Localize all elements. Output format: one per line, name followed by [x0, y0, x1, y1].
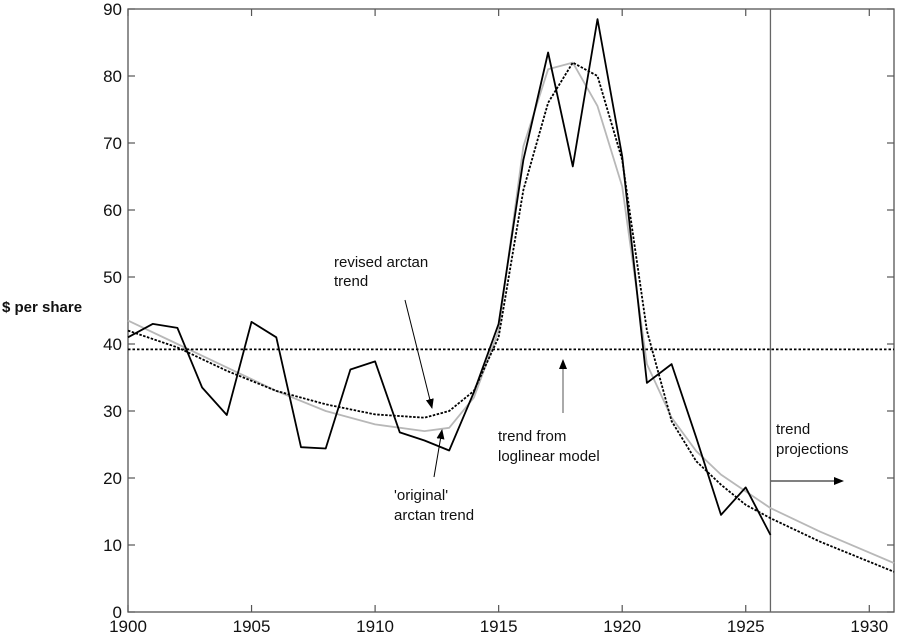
y-tick-label: 60 [103, 201, 122, 220]
y-tick-label: 20 [103, 469, 122, 488]
arrow-original-icon [433, 429, 445, 478]
annotation-revised-line1: revised arctan [334, 254, 428, 271]
x-tick-label: 1910 [356, 617, 394, 635]
annotations: $ per share revised arctan trend 'origin… [2, 254, 849, 524]
y-tick-label: 10 [103, 536, 122, 555]
y-axis-label: $ per share [2, 299, 82, 316]
y-tick-label: 50 [103, 268, 122, 287]
annotation-loglinear-line1: trend from [498, 428, 566, 445]
annotation-original-line1: 'original' [394, 487, 448, 504]
x-tick-label: 1905 [233, 617, 271, 635]
x-tick-label: 1900 [109, 617, 147, 635]
y-tick-label: 70 [103, 134, 122, 153]
annotation-projections-line2: projections [776, 441, 849, 458]
x-tick-label: 1930 [850, 617, 888, 635]
series-layer [127, 18, 895, 573]
series-actual [127, 18, 772, 536]
y-tick-label: 0 [113, 603, 122, 622]
y-tick-label: 30 [103, 402, 122, 421]
x-tick-label: 1915 [480, 617, 518, 635]
y-tick-label: 40 [103, 335, 122, 354]
y-tick-label: 90 [103, 0, 122, 19]
arrow-revised-icon [404, 299, 434, 409]
series-original-arctan-trend [127, 61, 895, 564]
y-tick-label: 80 [103, 67, 122, 86]
annotation-revised-line2: trend [334, 273, 368, 290]
annotation-projections-line1: trend [776, 421, 810, 438]
plot-frame [127, 8, 895, 613]
x-tick-label: 1920 [603, 617, 641, 635]
x-tick-label: 1925 [727, 617, 765, 635]
annotation-original-line2: arctan trend [394, 507, 474, 524]
annotation-loglinear-line2: loglinear model [498, 448, 600, 465]
axes: 0 10 20 30 40 50 60 70 80 90 1900 1905 1910 1915 1920 1… [103, 0, 895, 635]
series-revised-arctan-trend [127, 61, 895, 573]
